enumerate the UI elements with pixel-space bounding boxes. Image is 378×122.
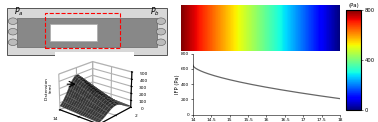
Title: (Pa): (Pa) bbox=[348, 3, 359, 8]
Text: Distension
(nm): Distension (nm) bbox=[44, 77, 53, 100]
Y-axis label: IFP (Pa): IFP (Pa) bbox=[175, 74, 180, 94]
Circle shape bbox=[156, 39, 166, 46]
Bar bbox=[50, 24, 97, 41]
Circle shape bbox=[8, 18, 18, 24]
Circle shape bbox=[156, 18, 166, 24]
Bar bbox=[17, 18, 157, 47]
Circle shape bbox=[8, 39, 18, 46]
Bar bbox=[7, 8, 167, 55]
Bar bbox=[45, 13, 120, 48]
Circle shape bbox=[8, 28, 18, 35]
Text: $P_b$: $P_b$ bbox=[150, 6, 160, 18]
Text: $P_a$: $P_a$ bbox=[14, 6, 23, 18]
Circle shape bbox=[156, 28, 166, 35]
